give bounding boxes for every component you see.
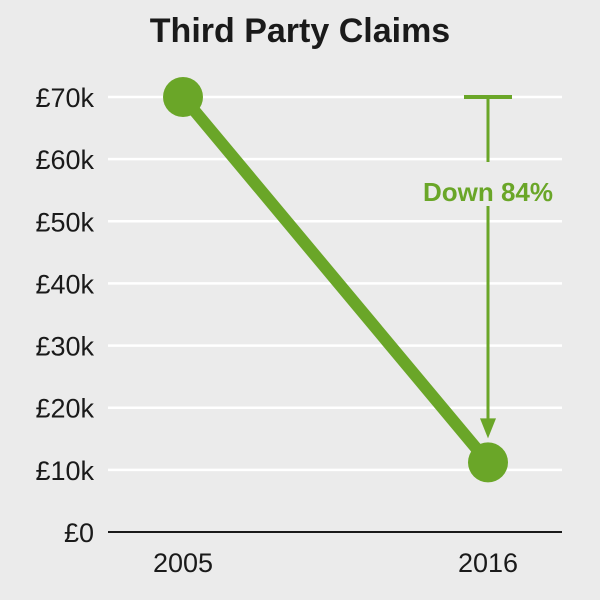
x-tick-label: 2016 — [458, 548, 518, 578]
y-tick-label: £70k — [35, 83, 94, 113]
y-tick-label: £20k — [35, 394, 94, 424]
y-tick-label: £0 — [64, 518, 94, 548]
y-tick-label: £10k — [35, 456, 94, 486]
chart-title: Third Party Claims — [150, 12, 450, 50]
annotation: Down 84% — [423, 95, 553, 439]
data-point — [468, 442, 508, 483]
annotation-arrowhead — [480, 418, 496, 439]
x-axis-ticks: 2005 2016 — [153, 548, 518, 578]
y-axis-ticks: £0 £10k £20k £30k £40k £50k £60k £70k — [35, 83, 94, 548]
series-line — [177, 91, 494, 469]
y-tick-label: £30k — [35, 332, 94, 362]
series-layer — [163, 77, 508, 483]
y-tick-label: £60k — [35, 145, 94, 175]
x-tick-label: 2005 — [153, 548, 213, 578]
y-tick-label: £40k — [35, 269, 94, 299]
annotation-label: Down 84% — [423, 177, 553, 207]
y-tick-label: £50k — [35, 207, 94, 237]
data-point — [163, 77, 203, 117]
